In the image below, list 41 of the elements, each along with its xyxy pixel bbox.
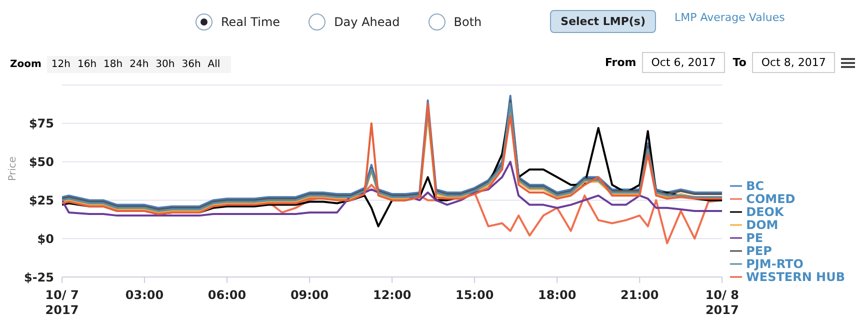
y-tick-label: $0 [37,232,54,246]
x-tick-label: 18:00 [538,288,576,302]
legend-label: WESTERN HUB [746,270,845,284]
y-axis-title: Price [8,156,19,181]
text: 18h [104,59,123,70]
legend-label: COMED [746,192,796,206]
text: Zoom [10,59,42,70]
x-tick-label: 21:00 [620,288,659,302]
x-tick-label: 09:00 [290,288,329,302]
text: All [208,59,220,70]
text: 36h [182,59,201,70]
text: LMP Average Values [674,11,785,24]
x-tick-label: 15:00 [455,288,494,302]
text: 30h [156,59,175,70]
x-tick-label: 12:00 [372,288,412,302]
legend-label: DOM [746,218,778,232]
legend-label: DEOK [746,204,784,218]
text: Oct 8, 2017 [752,52,835,73]
y-tick-label: $75 [28,116,54,131]
legend-label: PJM-RTO [746,256,804,270]
x-tick-label: 06:00 [208,288,246,302]
text: From [605,56,636,69]
text: Both [454,14,482,28]
text: Oct 6, 2017 [642,52,725,73]
text: 16h [77,59,97,70]
y-tick-label: $-25 [24,270,54,284]
legend-label: PE [746,230,764,244]
text: Real Time [221,14,280,28]
legend-label: PEP [746,244,772,258]
text: 24h [130,59,149,70]
text: 12h [51,59,70,70]
line-series [62,160,722,217]
y-tick-label: $25 [28,193,54,208]
x-tick-label: 10/ 8 2017 [705,288,739,317]
text: To [732,56,746,69]
y-tick-label: $50 [28,155,54,170]
legend-label: BC [746,178,764,192]
x-tick-label: 03:00 [125,288,164,302]
text: Day Ahead [334,14,400,28]
text: Select LMP(s) [550,10,656,33]
x-tick-label: 10/ 7 2017 [45,288,79,317]
